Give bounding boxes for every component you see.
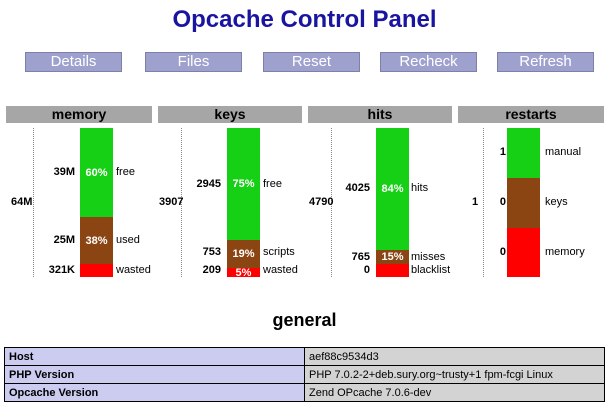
keys-total: 3907 (159, 196, 184, 208)
keys-free-label: free (263, 178, 282, 190)
restarts-total: 1 (472, 196, 479, 208)
keys-scripts-label: scripts (263, 246, 295, 258)
restarts-memory-value: 0 (499, 246, 506, 258)
restarts-manual-value: 1 (499, 146, 506, 158)
memory-used-label: used (116, 234, 140, 246)
recheck-button[interactable]: Recheck (380, 52, 477, 72)
hits-bar: 84% 15% (376, 128, 409, 277)
memory-wasted-label: wasted (116, 264, 151, 276)
keys-scripts-segment: 19% (227, 240, 260, 268)
hits-hits-value: 4025 (345, 182, 370, 194)
restarts-manual-label: manual (545, 146, 582, 158)
restarts-keys-label: keys (545, 196, 568, 208)
memory-free-label: free (116, 166, 135, 178)
memory-free-value: 39M (53, 166, 75, 178)
opcache-version-key: Opcache Version (4, 383, 305, 402)
table-row: Opcache Version Zend OPcache 7.0.6-dev (4, 383, 605, 402)
memory-bar: 60% 38% (80, 128, 113, 277)
opcache-version-value: Zend OPcache 7.0.6-dev (304, 383, 605, 402)
restarts-manual-segment (507, 128, 540, 178)
php-version-key: PHP Version (4, 365, 305, 384)
table-row: PHP Version PHP 7.0.2-2+deb.sury.org~tru… (4, 365, 605, 384)
restarts-memory-segment (507, 228, 540, 277)
memory-wasted-value: 321K (48, 264, 75, 276)
host-value: aef88c9534d3 (304, 347, 605, 366)
general-info-table: Host aef88c9534d3 PHP Version PHP 7.0.2-… (4, 347, 605, 402)
keys-panel-header: keys (158, 106, 302, 123)
memory-axis-line (33, 128, 34, 277)
reset-button[interactable]: Reset (263, 52, 360, 72)
memory-free-segment: 60% (80, 128, 113, 217)
hits-misses-label: misses (411, 251, 446, 263)
restarts-keys-value: 0 (499, 196, 506, 208)
hits-hits-segment: 84% (376, 128, 409, 250)
hits-blacklist-segment (376, 264, 409, 277)
keys-bar: 75% 19% 5% (227, 128, 260, 279)
keys-free-value: 2945 (196, 178, 221, 190)
restarts-keys-segment (507, 178, 540, 228)
hits-hits-label: hits (411, 182, 429, 194)
memory-total: 64M (11, 196, 33, 208)
table-row: Host aef88c9534d3 (4, 347, 605, 366)
details-button[interactable]: Details (25, 52, 122, 72)
memory-used-segment: 38% (80, 217, 113, 264)
hits-panel-header: hits (308, 106, 452, 123)
memory-panel-header: memory (6, 106, 152, 123)
refresh-button[interactable]: Refresh (497, 52, 594, 72)
host-key: Host (4, 347, 305, 366)
hits-misses-segment: 15% (376, 250, 409, 264)
hits-total: 4790 (309, 196, 334, 208)
files-button[interactable]: Files (145, 52, 242, 72)
general-title: general (272, 310, 337, 330)
hits-blacklist-label: blacklist (411, 264, 451, 276)
keys-wasted-segment: 5% (227, 267, 260, 279)
keys-free-segment: 75% (227, 128, 260, 240)
keys-axis-line (181, 128, 182, 277)
keys-wasted-label: wasted (263, 264, 298, 276)
hits-blacklist-value: 0 (363, 264, 370, 276)
keys-scripts-value: 753 (202, 246, 221, 258)
memory-wasted-segment (80, 264, 113, 277)
keys-wasted-value: 209 (202, 264, 221, 276)
restarts-axis-line (483, 128, 484, 277)
hits-axis-line (331, 128, 332, 277)
php-version-value: PHP 7.0.2-2+deb.sury.org~trusty+1 fpm-fc… (304, 365, 605, 384)
restarts-memory-label: memory (545, 246, 585, 258)
restarts-panel-header: restarts (458, 106, 604, 123)
restarts-bar (507, 128, 540, 277)
memory-used-value: 25M (53, 234, 75, 246)
hits-misses-value: 765 (351, 251, 370, 263)
page-title: Opcache Control Panel (172, 6, 437, 33)
